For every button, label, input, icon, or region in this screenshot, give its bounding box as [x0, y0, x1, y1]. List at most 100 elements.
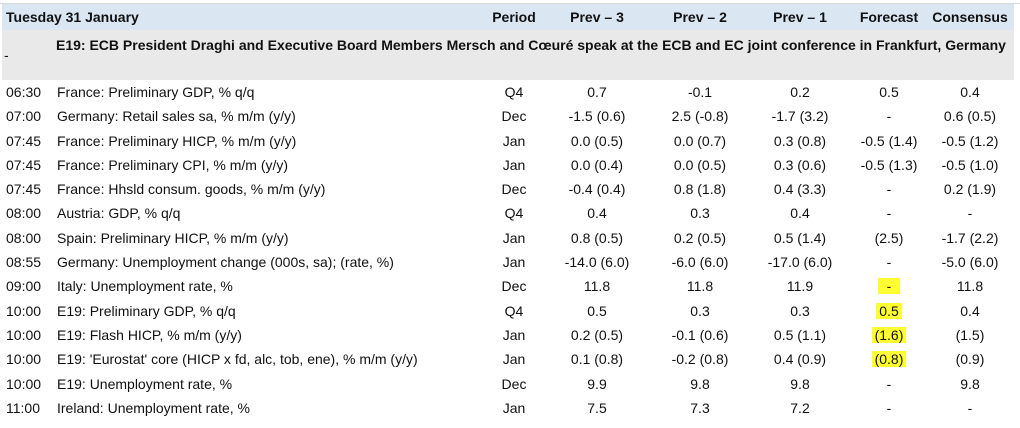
consensus-cell: 0.4: [960, 302, 980, 319]
prev2-cell: -0.1 (0.6): [671, 326, 729, 343]
forecast-cell: (1.6): [850, 326, 928, 343]
table-row: 07:00 Germany: Retail sales sa, % m/m (y/…: [2, 104, 1014, 128]
indicator-cell: France: Preliminary HICP, % m/m (y/y): [57, 132, 297, 149]
prev3-cell: 0.2 (0.5): [570, 326, 624, 343]
time-cell: 06:30: [6, 84, 42, 100]
consensus-cell: 9.8: [960, 375, 980, 392]
prev3-cell: 0.1 (0.8): [570, 351, 624, 368]
table-row: 08:55 Germany: Unemployment change (000s,…: [2, 250, 1014, 274]
period-cell: Dec: [501, 278, 527, 295]
forecast-cell: -0.5 (1.3): [860, 156, 918, 173]
forecast-cell: -: [886, 181, 892, 198]
prev3-cell: 0.5: [587, 302, 607, 319]
indicator-cell: Austria: GDP, % q/q: [57, 205, 181, 222]
period-cell: Dec: [501, 181, 527, 198]
period-cell: Jan: [502, 399, 526, 416]
top-border: [0, 0, 1020, 4]
period-cell: Q4: [504, 84, 524, 100]
consensus-cell: (0.9): [955, 351, 985, 368]
indicator-cell: Germany: Unemployment change (000s, sa);…: [57, 254, 394, 271]
prev1-cell: 0.5 (1.4): [773, 229, 827, 246]
prev2-cell: 0.0 (0.5): [673, 156, 727, 173]
prev2-cell: -0.2 (0.8): [671, 351, 729, 368]
table-row: 10:00 E19: Preliminary GDP, % q/q Q4 0.5 0.3…: [2, 299, 1014, 323]
time-cell: 08:00: [6, 205, 42, 222]
prev1-cell: 0.2: [790, 84, 810, 100]
table-header: Tuesday 31 January Period Prev – 3 Prev …: [2, 4, 1014, 30]
table-row: 10:00 E19: Flash HICP, % m/m (y/y) Jan 0.2 …: [2, 323, 1014, 347]
consensus-cell: -5.0 (6.0): [941, 254, 999, 271]
indicator-cell: Italy: Unemployment rate, %: [57, 278, 233, 295]
consensus-cell: -0.5 (1.2): [941, 132, 999, 149]
period-cell: Jan: [502, 351, 526, 368]
consensus-cell: -: [967, 205, 973, 222]
forecast-cell: -: [886, 254, 892, 271]
prev2-cell: 7.3: [690, 399, 710, 416]
prev2-cell: -0.1: [687, 84, 713, 100]
prev1-cell: -17.0 (6.0): [767, 254, 833, 271]
time-cell: 08:55: [6, 254, 42, 271]
prev3-cell: 9.9: [587, 375, 607, 392]
header-prev1: Prev – 1: [773, 9, 827, 25]
time-cell: 10:00: [6, 326, 42, 343]
prev2-cell: 0.0 (0.7): [673, 132, 727, 149]
forecast-cell: (0.8): [850, 351, 928, 368]
prev2-cell: 2.5 (-0.8): [671, 108, 729, 125]
indicator-cell: E19: Preliminary GDP, % q/q: [57, 302, 236, 319]
time-cell: 08:00: [6, 229, 42, 246]
indicator-cell: E19: 'Eurostat' core (HICP x fd, alc, to…: [57, 351, 418, 368]
time-cell: 07:45: [6, 132, 42, 149]
header-consensus: Consensus: [932, 9, 1008, 25]
time-cell: 10:00: [6, 302, 42, 319]
consensus-cell: 0.2 (1.9): [943, 181, 997, 198]
prev3-cell: 7.5: [587, 399, 607, 416]
consensus-cell: 0.4: [960, 84, 980, 100]
indicator-cell: France: Preliminary CPI, % m/m (y/y): [57, 156, 289, 173]
event-banner: - E19: ECB President Draghi and Executiv…: [2, 30, 1014, 80]
indicator-cell: E19: Unemployment rate, %: [57, 375, 233, 392]
prev1-cell: 7.2: [790, 399, 810, 416]
forecast-cell: -: [850, 278, 928, 295]
prev1-cell: 0.4 (3.3): [773, 181, 827, 198]
consensus-cell: -: [967, 399, 973, 416]
consensus-cell: 0.6 (0.5): [943, 108, 997, 125]
forecast-cell: -: [886, 399, 892, 416]
forecast-cell: -: [886, 205, 892, 222]
table-row: 07:45 France: Preliminary HICP, % m/m (y/…: [2, 129, 1014, 153]
consensus-cell: -0.5 (1.0): [941, 156, 999, 173]
table-row: 07:45 France: Hhsld consum. goods, % m/m …: [2, 177, 1014, 201]
table-row: 08:00 Austria: GDP, % q/q Q4 0.4 0.3 0.4 - -: [2, 201, 1014, 225]
economic-calendar-table: Tuesday 31 January Period Prev – 3 Prev …: [2, 4, 1014, 420]
table-row: 10:00 E19: 'Eurostat' core (HICP x fd, al…: [2, 347, 1014, 371]
table-row: 07:45 France: Preliminary CPI, % m/m (y/y…: [2, 153, 1014, 177]
event-title: E19: ECB President Draghi and Executive …: [56, 37, 1006, 53]
header-prev2: Prev – 2: [673, 9, 727, 25]
indicator-cell: France: Hhsld consum. goods, % m/m (y/y): [57, 181, 326, 198]
period-cell: Jan: [502, 326, 526, 343]
prev3-cell: -1.5 (0.6): [568, 108, 626, 125]
prev1-cell: 9.8: [790, 375, 810, 392]
forecast-highlight: -: [878, 278, 900, 295]
consensus-cell: 11.8: [956, 278, 984, 295]
header-date: Tuesday 31 January: [6, 9, 139, 25]
forecast-highlight: 0.5: [876, 302, 902, 319]
header-forecast: Forecast: [859, 9, 919, 25]
prev1-cell: 11.9: [786, 278, 814, 295]
prev1-cell: -1.7 (3.2): [771, 108, 829, 125]
prev1-cell: 0.3 (0.8): [773, 132, 827, 149]
indicator-cell: Ireland: Unemployment rate, %: [57, 399, 250, 416]
prev2-cell: 0.2 (0.5): [673, 229, 727, 246]
indicator-cell: Germany: Retail sales sa, % m/m (y/y): [57, 108, 296, 125]
forecast-highlight: (0.8): [871, 351, 907, 368]
time-cell: 10:00: [6, 375, 42, 392]
prev1-cell: 0.3: [790, 302, 810, 319]
prev1-cell: 0.4 (0.9): [773, 351, 827, 368]
forecast-cell: -0.5 (1.4): [860, 132, 918, 149]
prev2-cell: -6.0 (6.0): [671, 254, 729, 271]
period-cell: Jan: [502, 254, 526, 271]
prev3-cell: 0.0 (0.5): [570, 132, 624, 149]
indicator-cell: Spain: Preliminary HICP, % m/m (y/y): [57, 229, 289, 246]
table-row: 11:00 Ireland: Unemployment rate, % Jan 7.5…: [2, 396, 1014, 420]
table-row: 06:30 France: Preliminary GDP, % q/q Q4 0.7…: [2, 80, 1014, 104]
header-prev3: Prev – 3: [570, 9, 624, 25]
